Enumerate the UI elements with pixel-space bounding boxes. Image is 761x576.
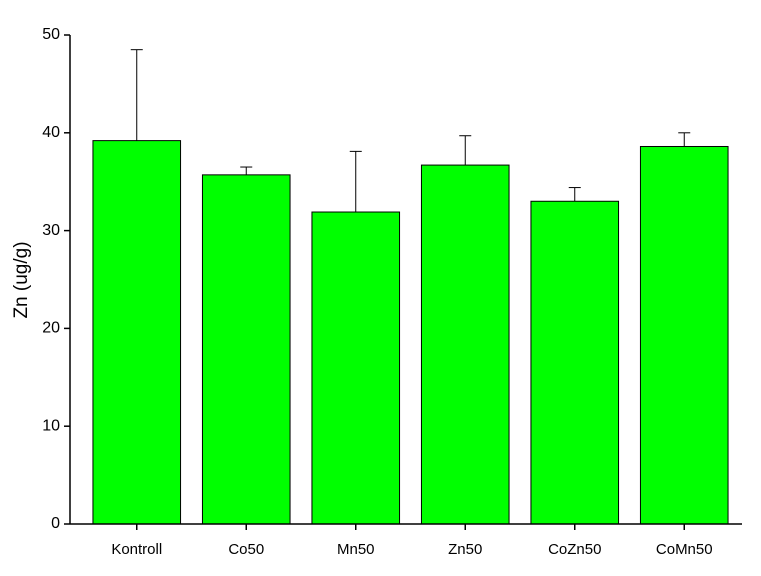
- error-bar: [130, 49, 143, 141]
- x-tick-label: Co50: [228, 541, 264, 558]
- bar: [311, 211, 401, 525]
- y-tick-label: 10: [42, 417, 60, 434]
- x-tick-label: CoZn50: [548, 541, 601, 558]
- error-bar: [459, 135, 472, 166]
- x-tick-label: Zn50: [448, 541, 482, 558]
- y-tick-label: 30: [42, 222, 60, 239]
- y-tick-label: 50: [42, 26, 60, 43]
- error-bar: [240, 166, 253, 175]
- bar: [92, 140, 182, 525]
- x-tick-label: CoMn50: [656, 541, 713, 558]
- y-axis-label: Zn (ug/g): [11, 241, 32, 318]
- error-bar: [568, 187, 581, 202]
- bar: [420, 164, 510, 525]
- y-tick-label: 0: [51, 515, 60, 532]
- y-tick-label: 20: [42, 320, 60, 337]
- error-bar: [349, 150, 362, 213]
- bar: [201, 174, 291, 525]
- error-bar: [678, 132, 691, 147]
- y-tick-label: 40: [42, 124, 60, 141]
- x-tick-label: Kontroll: [111, 541, 162, 558]
- bar: [639, 145, 729, 525]
- x-tick-label: Mn50: [337, 541, 375, 558]
- bar: [530, 200, 620, 525]
